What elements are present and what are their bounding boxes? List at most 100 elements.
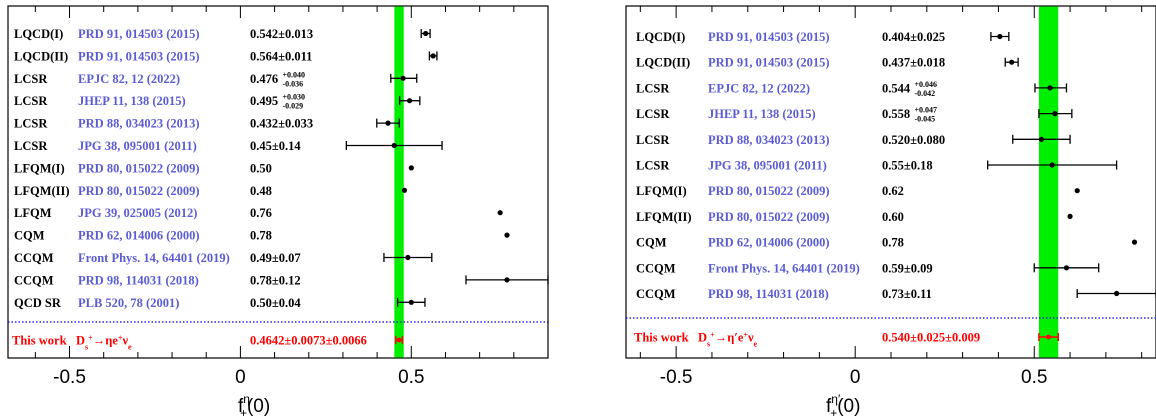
model-label: LFQM(II): [14, 184, 70, 198]
data-point: [504, 232, 510, 238]
value-label: 0.78±0.12: [250, 273, 301, 287]
tick-label: -0.5: [53, 367, 86, 388]
data-point: [1114, 290, 1120, 297]
reference-label: EPJC 82, 12 (2022): [708, 81, 810, 95]
data-row: CCQM PRD 98, 114031 (2018) 0.73±0.11: [636, 287, 1156, 301]
reference-label: EPJC 82, 12 (2022): [78, 72, 180, 86]
data-point: [1047, 85, 1053, 91]
data-row: LCSR EPJC 82, 12 (2022) 0.544 +0.046-0.042: [636, 80, 1068, 98]
data-point: [1052, 111, 1058, 117]
reference-label: JPG 38, 095001 (2011): [708, 159, 827, 173]
data-point: [1038, 136, 1045, 142]
chart-panel-1: LQCD(I) PRD 91, 014503 (2015) 0.542±0.013L…: [7, 5, 549, 419]
data-row: LFQM(II) PRD 80, 015022 (2009) 0.48: [14, 184, 408, 198]
tick-label: 0.5: [1021, 367, 1047, 388]
data-row: LCSR JHEP 11, 138 (2015) 0.558 +0.047-0.045: [636, 106, 1073, 124]
value-error-down: -0.029: [283, 102, 304, 111]
data-row: LCSR JPG 38, 095001 (2011) 0.55±0.18: [636, 159, 1118, 173]
x-axis-label: fη +(0): [238, 392, 270, 419]
chart-panel-2: LQCD(I) PRD 91, 014503 (2015) 0.404±0.025L…: [625, 5, 1156, 419]
data-point: [1063, 265, 1070, 271]
model-label: LFQM(I): [636, 184, 687, 198]
data-point: [405, 254, 411, 261]
tick-label: 0: [235, 367, 246, 388]
reference-label: PRD 80, 015022 (2009): [78, 161, 200, 175]
value-label: 0.59±0.09: [882, 261, 933, 275]
data-row: LFQM(I) PRD 80, 015022 (2009) 0.62: [636, 184, 1080, 198]
reference-label: PRD 80, 015022 (2009): [708, 184, 830, 198]
value-label: 0.78: [250, 229, 272, 243]
data-point: [1131, 239, 1138, 245]
model-label: LCSR: [14, 139, 48, 153]
model-label: LCSR: [636, 133, 670, 147]
data-row: LQCD(I) PRD 91, 014503 (2015) 0.404±0.025: [636, 30, 1010, 44]
model-label: LCSR: [636, 107, 670, 121]
this-work-band: [1038, 6, 1059, 358]
data-row: CQM PRD 62, 014006 (2000) 0.78: [14, 229, 510, 243]
data-row: LCSR PRD 88, 034023 (2013) 0.520±0.080: [636, 133, 1071, 147]
value-label: 0.78: [882, 236, 904, 250]
reference-label: PRD 98, 114031 (2018): [78, 273, 199, 287]
value-label: 0.60: [882, 210, 904, 224]
value-error-up: +0.047: [915, 106, 938, 115]
reference-label: Front Phys. 14, 64401 (2019): [708, 261, 860, 275]
value-label: 0.432±0.033: [250, 117, 313, 131]
value-label: 0.476: [250, 72, 278, 86]
value-label: 0.520±0.080: [882, 133, 945, 147]
reference-label: PRD 91, 014503 (2015): [708, 30, 830, 44]
value-label: 0.50±0.04: [250, 296, 301, 310]
reference-label: PRD 91, 014503 (2015): [78, 49, 200, 63]
value-label: 0.564±0.011: [250, 49, 312, 63]
value-label: 0.558: [882, 107, 910, 121]
model-label: CCQM: [636, 287, 676, 301]
value-label: 0.404±0.025: [882, 30, 945, 44]
value-label: 0.55±0.18: [882, 159, 933, 173]
data-row: LFQM JPG 39, 025005 (2012) 0.76: [14, 206, 503, 220]
data-point: [391, 142, 397, 149]
model-label: LQCD(I): [636, 30, 685, 44]
data-row: CCQM PRD 98, 114031 (2018) 0.78±0.12: [14, 273, 549, 287]
reference-label: PRD 80, 015022 (2009): [78, 184, 200, 198]
reference-label: PLB 520, 78 (2001): [78, 296, 179, 310]
this-work-value: 0.4642±0.0073±0.0066: [250, 334, 367, 348]
plot-frame: [7, 5, 549, 359]
data-row: LQCD(II) PRD 91, 014503 (2015) 0.564±0.011: [14, 49, 438, 63]
model-label: CQM: [14, 229, 45, 243]
data-row: LFQM(II) PRD 80, 015022 (2009) 0.60: [636, 210, 1073, 224]
data-point: [401, 187, 408, 193]
tick-label: 0.5: [398, 367, 424, 388]
data-point: [1074, 188, 1080, 194]
data-point: [408, 165, 414, 171]
data-point: [430, 53, 436, 59]
model-label: LCSR: [14, 72, 48, 86]
model-label: LFQM(II): [636, 210, 692, 224]
data-point: [504, 277, 510, 283]
data-point: [423, 30, 429, 37]
value-label: 0.73±0.11: [882, 287, 932, 301]
reference-label: PRD 80, 015022 (2009): [708, 210, 830, 224]
data-row: LCSR PRD 88, 034023 (2013) 0.432±0.033: [14, 117, 400, 131]
reference-label: PRD 98, 114031 (2018): [708, 287, 829, 301]
value-label: 0.62: [882, 184, 904, 198]
value-label: 0.544: [882, 81, 911, 95]
this-work-row: This work Ds+→η′e+νe 0.540±0.025±0.009: [634, 330, 1059, 348]
model-label: CCQM: [636, 261, 676, 275]
value-label: 0.45±0.14: [250, 139, 301, 153]
reference-label: JPG 39, 025005 (2012): [78, 206, 197, 220]
value-error-up: +0.040: [283, 70, 306, 79]
value-label: 0.49±0.07: [250, 251, 301, 265]
data-point: [385, 120, 391, 126]
data-row: CCQM Front Phys. 14, 64401 (2019) 0.49±0.0…: [14, 251, 433, 265]
data-row: CCQM Front Phys. 14, 64401 (2019) 0.59±0.0…: [636, 261, 1100, 275]
value-label: 0.48: [250, 184, 272, 198]
data-row: LQCD(II) PRD 91, 014503 (2015) 0.437±0.018: [636, 56, 1019, 70]
this-work-band: [394, 6, 404, 358]
model-label: LCSR: [636, 81, 670, 95]
tick-label: -0.5: [660, 367, 693, 388]
this-work-row: This work Ds+→ηe+νe 0.4642±0.0073±0.0066: [12, 333, 404, 351]
model-label: LQCD(I): [14, 27, 63, 41]
data-row: CQM PRD 62, 014006 (2000) 0.78: [636, 236, 1138, 250]
reference-label: PRD 62, 014006 (2000): [708, 236, 830, 250]
reference-label: JPG 38, 095001 (2011): [78, 139, 197, 153]
reference-label: PRD 62, 014006 (2000): [78, 229, 200, 243]
